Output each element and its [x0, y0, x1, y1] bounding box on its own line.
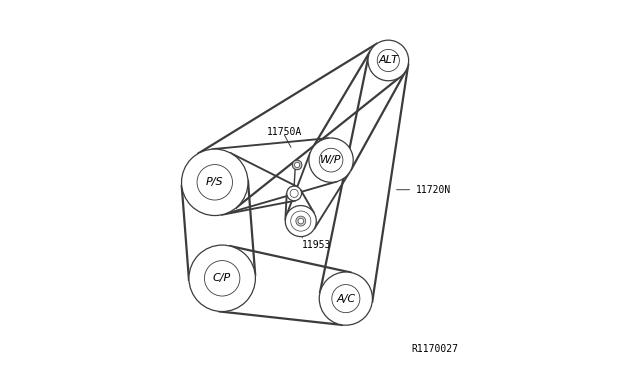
- Text: 11720N: 11720N: [416, 185, 451, 195]
- Text: P/S: P/S: [206, 177, 223, 187]
- Text: C/P: C/P: [213, 273, 231, 283]
- Text: 11750A: 11750A: [266, 128, 301, 138]
- Circle shape: [368, 40, 408, 81]
- Circle shape: [377, 49, 399, 71]
- Circle shape: [287, 186, 301, 201]
- Text: ALT: ALT: [378, 55, 398, 65]
- Circle shape: [296, 216, 306, 226]
- Circle shape: [182, 149, 248, 215]
- Text: R1170027: R1170027: [412, 344, 458, 354]
- Circle shape: [292, 213, 309, 229]
- Circle shape: [189, 245, 255, 311]
- Circle shape: [319, 148, 343, 172]
- Circle shape: [298, 218, 303, 224]
- Circle shape: [290, 189, 298, 198]
- Circle shape: [197, 164, 232, 200]
- Circle shape: [285, 206, 316, 237]
- Text: W/P: W/P: [321, 155, 342, 165]
- Circle shape: [309, 138, 353, 182]
- Circle shape: [332, 285, 360, 312]
- Circle shape: [204, 260, 240, 296]
- Circle shape: [292, 160, 302, 170]
- Text: A/C: A/C: [336, 294, 355, 304]
- Circle shape: [291, 211, 311, 231]
- Circle shape: [294, 162, 300, 167]
- Text: 11953: 11953: [302, 240, 332, 250]
- Circle shape: [319, 272, 372, 325]
